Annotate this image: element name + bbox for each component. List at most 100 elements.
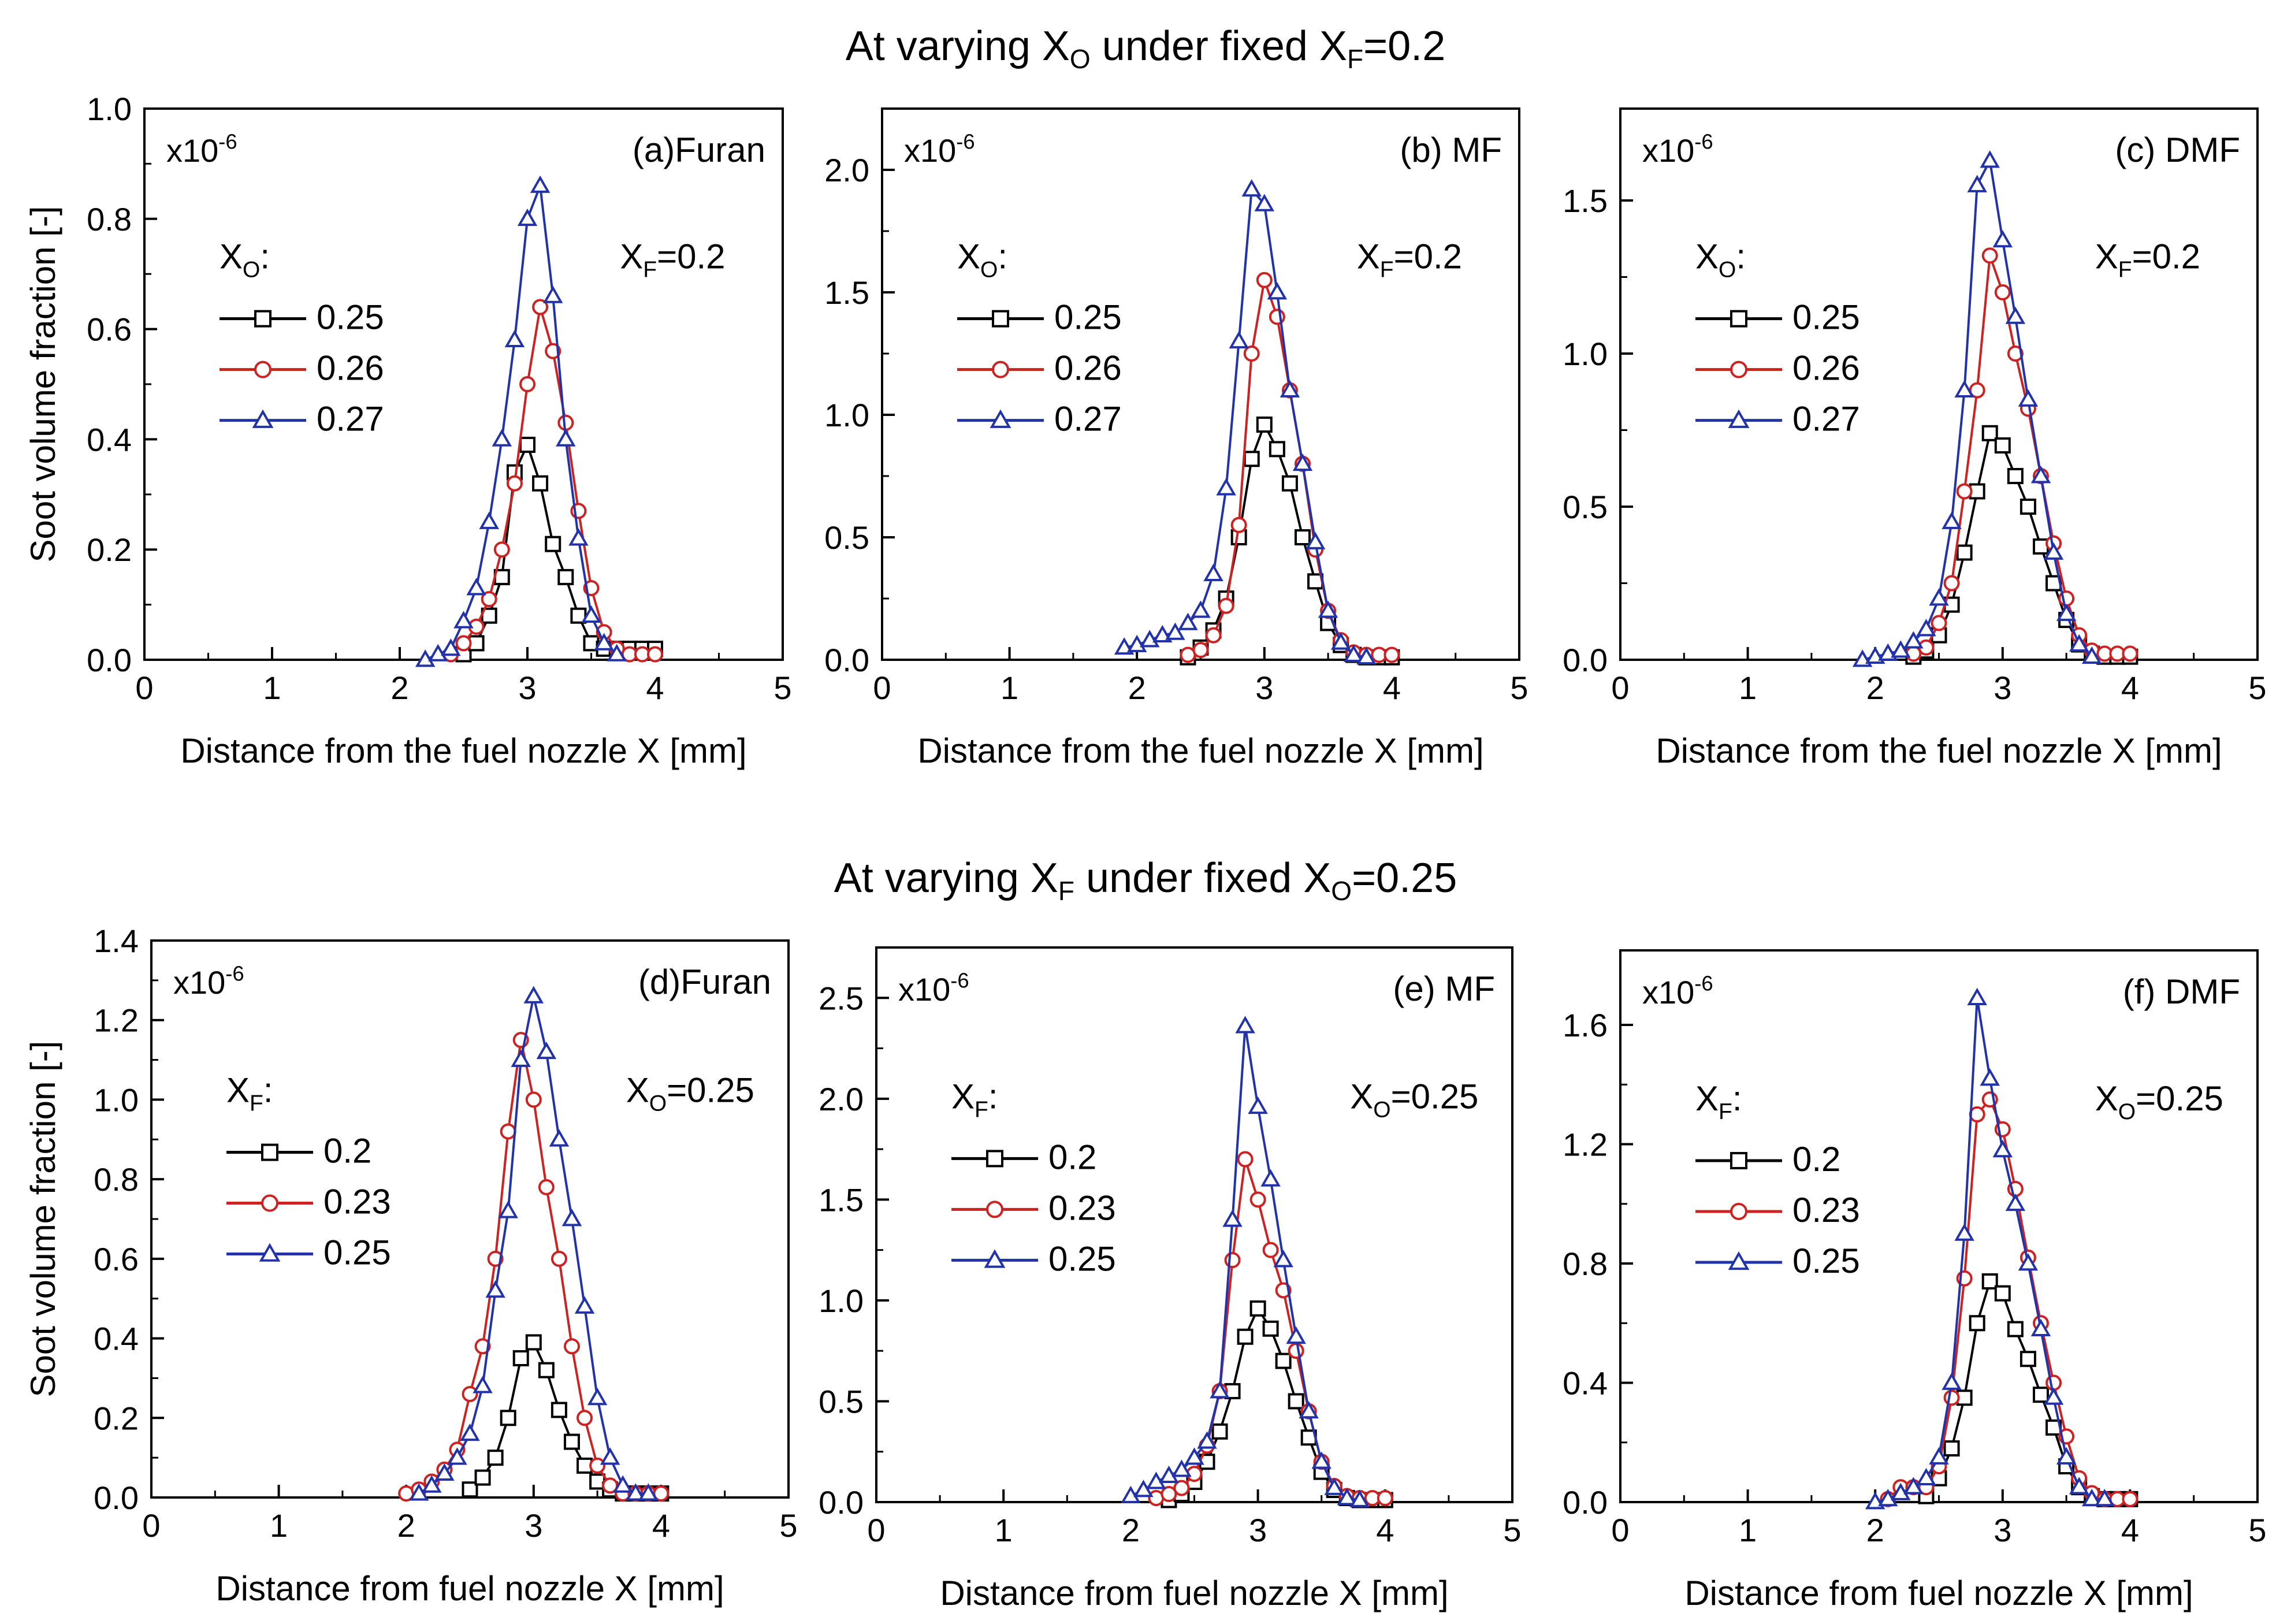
plot-frame	[1619, 107, 2259, 661]
series-line-0_25	[418, 995, 649, 1495]
data-point-0_27	[1305, 532, 1326, 549]
data-point-0_27	[2069, 634, 2089, 652]
y-tick-label: 0.4	[94, 1321, 139, 1357]
data-point-0_25	[2056, 1447, 2077, 1465]
multiplier-label: x10-6	[904, 130, 975, 169]
y-tick-label: 0.6	[87, 311, 132, 348]
top-title-sub2: F	[1347, 44, 1364, 74]
x-tick-label: 2	[1866, 1512, 1884, 1548]
data-point-0_25	[545, 536, 561, 552]
bottom-title-pre: At varying X	[834, 855, 1058, 901]
x-tick-label: 4	[2121, 670, 2139, 706]
multiplier-label: x10-6	[898, 969, 969, 1008]
data-point-0_27	[2043, 542, 2064, 560]
data-point-0_27	[1140, 630, 1160, 648]
data-point-0_26	[1943, 575, 1960, 592]
legend-marker	[254, 310, 272, 328]
data-point-0_25	[1299, 1401, 1319, 1419]
legend-entry: 0.26	[1054, 349, 1122, 388]
legend-marker	[1730, 310, 1747, 328]
x-tick-label: 0	[1611, 670, 1629, 706]
x-tick-label: 1	[270, 1507, 288, 1544]
x-tick-label: 0	[142, 1507, 160, 1544]
y-tick-label: 1.2	[94, 1002, 139, 1039]
panel-label: (f) DMF	[2123, 972, 2240, 1011]
data-point-0_26	[532, 299, 549, 315]
y-tick-label: 1.2	[1563, 1127, 1608, 1163]
x-tick-label: 2	[390, 670, 408, 706]
data-point-0_23	[474, 1338, 491, 1355]
data-point-0_27	[556, 429, 576, 447]
data-point-0_23	[2122, 1491, 2138, 1507]
data-point-0_27	[2005, 306, 2026, 324]
y-tick-label: 1.0	[94, 1082, 139, 1118]
data-point-0_26	[519, 376, 535, 392]
data-point-0_27	[1891, 640, 1911, 658]
data-point-0_27	[1292, 453, 1313, 471]
data-point-0_27	[2018, 389, 2039, 407]
legend-entry: 0.2	[323, 1132, 371, 1170]
data-point-0_25	[1324, 1477, 1344, 1495]
data-point-0_25	[1967, 987, 1987, 1005]
data-point-0_25	[1286, 1326, 1306, 1344]
data-point-0_27	[542, 285, 563, 303]
data-point-0_27	[2056, 603, 2077, 621]
y-tick-label: 0.2	[94, 1400, 139, 1436]
data-point-0_25	[1243, 451, 1260, 467]
data-point-0_27	[1330, 632, 1351, 650]
x-tick-label: 1	[263, 670, 281, 706]
panel-label: (b) MF	[1400, 131, 1502, 169]
data-point-0_2	[462, 1481, 478, 1498]
series-line-0_27	[1124, 187, 1367, 659]
data-point-0_27	[530, 175, 551, 193]
x-tick-label: 2	[1122, 1512, 1140, 1548]
data-point-0_23	[577, 1410, 593, 1426]
data-point-0_27	[1203, 563, 1223, 581]
data-point-0_23	[500, 1123, 516, 1140]
data-point-0_25	[2030, 1318, 2051, 1336]
data-point-0_25	[557, 568, 574, 585]
x-axis-label: Distance from fuel nozzle X [mm]	[940, 1574, 1448, 1612]
data-point-0_25	[511, 1049, 531, 1067]
legend-marker	[992, 310, 1009, 328]
data-point-0_27	[1942, 511, 1962, 529]
legend-entry: 0.23	[323, 1183, 391, 1221]
x-tick-label: 4	[1383, 670, 1401, 706]
y-tick-label: 0.8	[1563, 1246, 1608, 1282]
data-point-0_25	[626, 1483, 646, 1501]
legend-marker	[992, 361, 1009, 378]
data-point-0_26	[493, 541, 510, 558]
top-title-sub1: O	[1069, 44, 1091, 74]
data-point-0_2	[500, 1410, 516, 1426]
x-tick-label: 0	[135, 670, 153, 706]
y-tick-label: 0.0	[1563, 1484, 1608, 1521]
data-point-0_25	[549, 1129, 570, 1147]
y-tick-label: 0.8	[87, 201, 132, 237]
legend-entry: 0.25	[1054, 298, 1122, 337]
data-point-0_27	[492, 429, 512, 447]
data-point-0_23	[1262, 1242, 1279, 1258]
y-tick-label: 2.0	[824, 152, 869, 188]
data-point-0_2	[589, 1473, 606, 1490]
data-point-0_27	[441, 638, 461, 656]
series-line-0_27	[425, 185, 618, 661]
data-point-0_23	[1943, 1389, 1960, 1406]
bottom-title-mid: under fixed X	[1074, 855, 1332, 901]
x-tick-label: 3	[518, 670, 536, 706]
panel-label: (d)Furan	[638, 962, 771, 1001]
y-axis-label: Soot volume fraction [-]	[24, 206, 62, 563]
x-tick-label: 1	[1001, 670, 1018, 706]
data-point-0_2	[2045, 1419, 2062, 1436]
x-axis-label: Distance from the fuel nozzle X [mm]	[180, 731, 746, 770]
series-line-0_23	[406, 1039, 661, 1495]
chart-panel-2: 0 1 2 3 4 5 0.0 0.5 1.0 1.5 2.0 Distance from the f…	[824, 107, 1528, 770]
y-tick-label: 0.0	[1563, 642, 1608, 678]
legend-entry: 0.25	[1792, 1242, 1860, 1280]
data-point-0_25	[1222, 1209, 1243, 1227]
legend-title: XF:	[951, 1077, 998, 1122]
data-point-0_26	[1256, 272, 1273, 288]
y-tick-label: 1.5	[824, 274, 869, 311]
data-point-0_26	[455, 635, 472, 652]
data-point-0_27	[607, 644, 627, 662]
